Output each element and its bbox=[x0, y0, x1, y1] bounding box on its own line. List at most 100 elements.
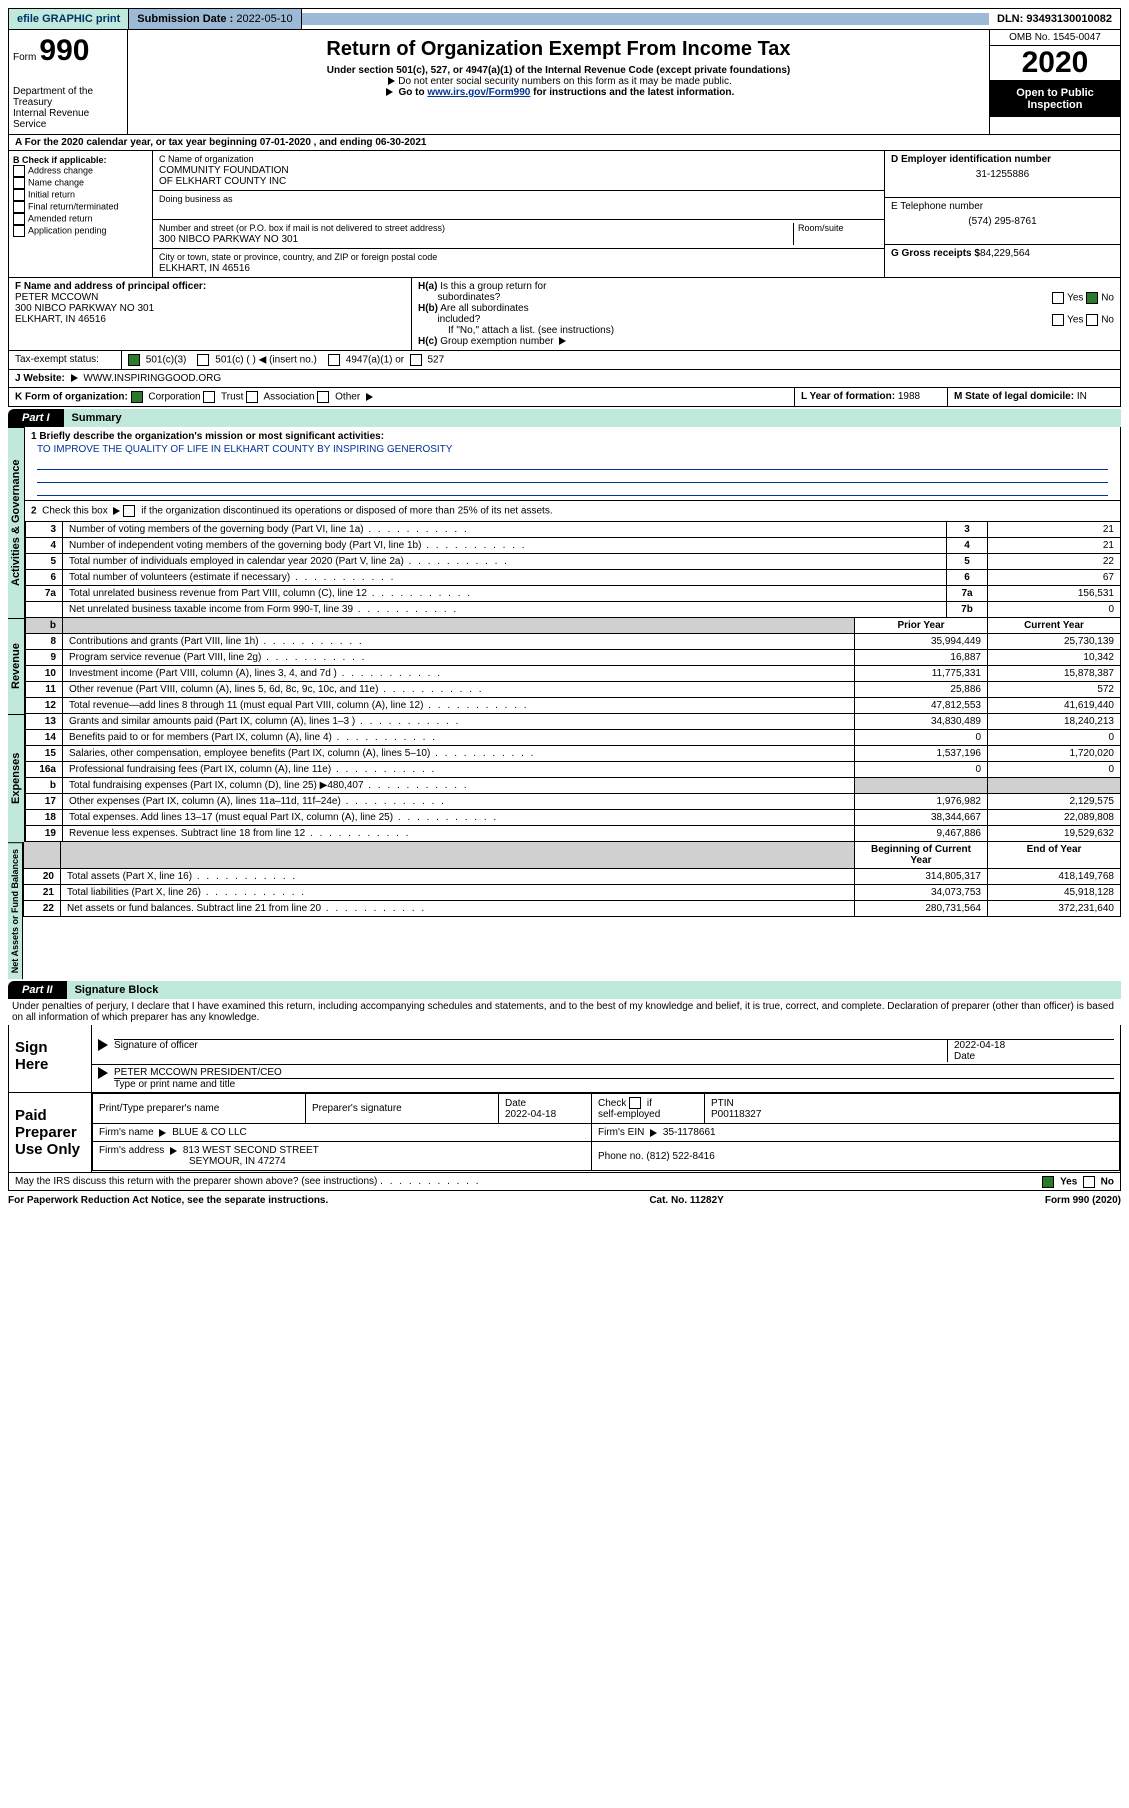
footer-left: For Paperwork Reduction Act Notice, see … bbox=[8, 1195, 328, 1206]
opt-final: Final return/terminated bbox=[28, 201, 119, 211]
opt-initial: Initial return bbox=[28, 189, 75, 199]
opt-pending: Application pending bbox=[28, 225, 107, 235]
dba-label: Doing business as bbox=[159, 194, 233, 204]
form-number: 990 bbox=[39, 34, 89, 67]
checkbox-trust[interactable] bbox=[203, 391, 215, 403]
submission-date: Submission Date : 2022-05-10 bbox=[129, 9, 301, 29]
col-boy: Beginning of Current Year bbox=[855, 842, 988, 869]
tax-year: 2020 bbox=[990, 46, 1120, 81]
firm-phone-val: (812) 522-8416 bbox=[646, 1151, 714, 1162]
firm-name-label: Firm's name bbox=[99, 1127, 156, 1138]
arrow-icon bbox=[98, 1067, 108, 1079]
checkbox-other[interactable] bbox=[317, 391, 329, 403]
gross-value: 84,229,564 bbox=[980, 248, 1030, 259]
arrow-icon bbox=[559, 337, 566, 345]
subtitle-1: Under section 501(c), 527, or 4947(a)(1)… bbox=[132, 65, 985, 76]
prep-date-val: 2022-04-18 bbox=[505, 1109, 556, 1120]
omb-number: OMB No. 1545-0047 bbox=[990, 30, 1120, 46]
preparer-label: Paid Preparer Use Only bbox=[9, 1093, 92, 1172]
arrow-icon bbox=[159, 1129, 166, 1137]
firm-addr-val: 813 WEST SECOND STREET bbox=[183, 1145, 319, 1156]
opt-other: Other bbox=[335, 392, 360, 403]
box-b-c-d-row: B Check if applicable: Address change Na… bbox=[8, 151, 1121, 278]
checkbox-assoc[interactable] bbox=[246, 391, 258, 403]
row-k-l-m: K Form of organization: Corporation Trus… bbox=[8, 388, 1121, 407]
col-prior-year: Prior Year bbox=[855, 618, 988, 634]
form990-link[interactable]: www.irs.gov/Form990 bbox=[427, 87, 530, 98]
form-title: Return of Organization Exempt From Incom… bbox=[132, 38, 985, 61]
checkbox-501c[interactable] bbox=[197, 354, 209, 366]
footer-mid: Cat. No. 11282Y bbox=[328, 1195, 1045, 1206]
year-form-label: L Year of formation: bbox=[801, 391, 895, 402]
open-public-badge: Open to Public Inspection bbox=[990, 81, 1120, 117]
checkbox-hb-no[interactable] bbox=[1086, 314, 1098, 326]
firm-ein-val: 35-1178661 bbox=[663, 1127, 716, 1138]
mission-text: TO IMPROVE THE QUALITY OF LIFE IN ELKHAR… bbox=[31, 442, 1114, 457]
arrow-icon bbox=[650, 1129, 657, 1137]
checkbox-discuss-no[interactable] bbox=[1083, 1176, 1095, 1188]
discuss-row: May the IRS discuss this return with the… bbox=[8, 1173, 1121, 1191]
addr-label: Number and street (or P.O. box if mail i… bbox=[159, 223, 445, 233]
arrow-icon bbox=[113, 507, 120, 515]
checkbox-address[interactable] bbox=[13, 165, 25, 177]
sig-name-label: Type or print name and title bbox=[114, 1078, 1114, 1090]
website-val: WWW.INSPIRINGGOOD.ORG bbox=[83, 373, 221, 384]
state-label: M State of legal domicile: bbox=[954, 391, 1074, 402]
org-address: 300 NIBCO PARKWAY NO 301 bbox=[159, 234, 298, 245]
opt-501c: 501(c) ( ) bbox=[215, 355, 256, 366]
vlabel-expenses: Expenses bbox=[8, 714, 25, 842]
form-org-label: K Form of organization: bbox=[15, 392, 128, 403]
opt-name-change: Name change bbox=[28, 177, 84, 187]
hb-note: If "No," attach a list. (see instruction… bbox=[418, 325, 1114, 336]
sub-date-val: 2022-05-10 bbox=[236, 13, 292, 25]
state-val: IN bbox=[1077, 391, 1087, 402]
firm-ein-label: Firm's EIN bbox=[598, 1127, 647, 1138]
arrow-icon bbox=[388, 77, 395, 85]
dept-label: Department of the Treasury Internal Reve… bbox=[13, 86, 123, 130]
row-a-period: A For the 2020 calendar year, or tax yea… bbox=[8, 135, 1121, 151]
top-bar: efile GRAPHIC print Submission Date : 20… bbox=[8, 8, 1121, 30]
expenses-table: 13Grants and similar amounts paid (Part … bbox=[25, 714, 1121, 842]
checkbox-ha-yes[interactable] bbox=[1052, 292, 1064, 304]
arrow-icon bbox=[170, 1147, 177, 1155]
opt-4947: 4947(a)(1) or bbox=[346, 355, 404, 366]
checkbox-4947[interactable] bbox=[328, 354, 340, 366]
arrow-icon bbox=[71, 374, 78, 382]
goto-pre: Go to bbox=[398, 87, 427, 98]
box-c-label: C Name of organization bbox=[159, 154, 254, 164]
efile-link[interactable]: efile GRAPHIC print bbox=[9, 9, 129, 29]
ptin-val: P00118327 bbox=[711, 1109, 761, 1120]
checkbox-hb-yes[interactable] bbox=[1052, 314, 1064, 326]
checkbox-initial[interactable] bbox=[13, 189, 25, 201]
checkbox-501c3[interactable] bbox=[128, 354, 140, 366]
governance-table: 3Number of voting members of the governi… bbox=[25, 522, 1121, 618]
checkbox-ha-no[interactable] bbox=[1086, 292, 1098, 304]
checkbox-name[interactable] bbox=[13, 177, 25, 189]
checkbox-selfemp[interactable] bbox=[629, 1097, 641, 1109]
form-label: Form bbox=[13, 52, 36, 63]
checkbox-discuss-yes[interactable] bbox=[1042, 1176, 1054, 1188]
year-form-val: 1988 bbox=[898, 391, 920, 402]
checkbox-final[interactable] bbox=[13, 201, 25, 213]
checkbox-pending[interactable] bbox=[13, 225, 25, 237]
checkbox-discontinued[interactable] bbox=[123, 505, 135, 517]
row-f-h: F Name and address of principal officer:… bbox=[8, 278, 1121, 351]
discuss-text: May the IRS discuss this return with the… bbox=[15, 1176, 377, 1187]
checkbox-527[interactable] bbox=[410, 354, 422, 366]
ein-value: 31-1255886 bbox=[891, 165, 1114, 180]
vlabel-netassets: Net Assets or Fund Balances bbox=[8, 842, 23, 979]
taxex-label: Tax-exempt status: bbox=[9, 351, 122, 369]
row-taxexempt: Tax-exempt status: 501(c)(3) 501(c) ( ) … bbox=[8, 351, 1121, 370]
opt-501c3: 501(c)(3) bbox=[146, 355, 187, 366]
dln: DLN: 93493130010082 bbox=[989, 9, 1120, 29]
firm-phone-label: Phone no. bbox=[598, 1151, 644, 1162]
revenue-table: bPrior YearCurrent Year 8Contributions a… bbox=[25, 618, 1121, 714]
row-website: J Website: WWW.INSPIRINGGOOD.ORG bbox=[8, 370, 1121, 388]
checkbox-amended[interactable] bbox=[13, 213, 25, 225]
arrow-icon bbox=[366, 393, 373, 401]
subtitle-2: Do not enter social security numbers on … bbox=[398, 76, 731, 87]
phone-label: E Telephone number bbox=[891, 201, 983, 212]
footer-right: Form 990 (2020) bbox=[1045, 1195, 1121, 1206]
checkbox-corp[interactable] bbox=[131, 391, 143, 403]
firm-addr2-val: SEYMOUR, IN 47274 bbox=[99, 1156, 286, 1167]
